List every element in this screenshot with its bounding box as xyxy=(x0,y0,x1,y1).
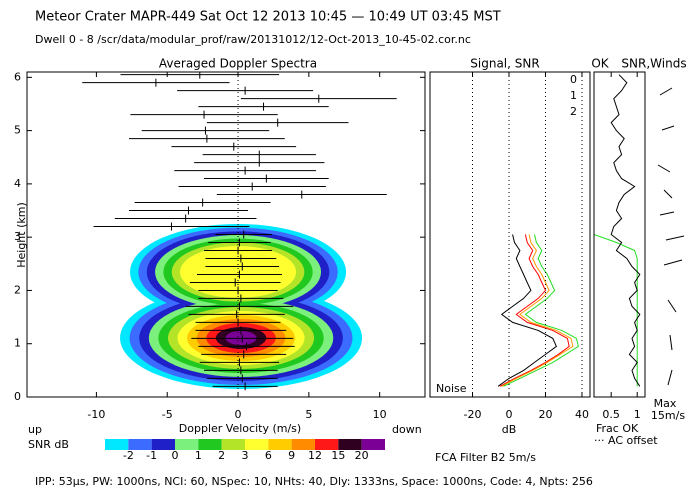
params: IPP: 53μs, PW: 1000ns, NCI: 60, NSpec: 1… xyxy=(35,475,593,488)
panel-title: OK xyxy=(591,57,609,71)
x-tick-label: 1 xyxy=(634,408,641,421)
colorbar-swatch xyxy=(221,439,245,450)
colorbar-label: 20 xyxy=(355,449,369,462)
profile-line xyxy=(503,234,579,387)
colorbar-swatch xyxy=(315,439,339,450)
max-value: 15m/s xyxy=(651,409,685,422)
colorbar-swatch xyxy=(291,439,315,450)
barb xyxy=(663,259,683,266)
panel-frame xyxy=(26,71,426,398)
note: ··· AC offset xyxy=(594,434,658,447)
subtitle: Dwell 0 - 8 /scr/data/modular_prof/raw/2… xyxy=(35,33,471,46)
title: Meteor Crater MAPR-449 Sat Oct 12 2013 1… xyxy=(35,10,501,25)
colorbar-swatch xyxy=(338,439,362,450)
profile-line xyxy=(610,74,641,387)
barb xyxy=(657,164,671,173)
barb xyxy=(659,211,675,216)
y-tick-label: 5 xyxy=(14,124,21,137)
colorbar-swatch xyxy=(361,439,385,450)
x-axis-label: dB xyxy=(502,423,517,436)
colorbar-label: 2 xyxy=(218,449,225,462)
y-tick-label: 3 xyxy=(14,230,21,243)
barb xyxy=(665,235,685,241)
legend-entry: 2 xyxy=(570,105,577,118)
x-tick-label: -20 xyxy=(464,408,482,421)
colorbar-label: 0 xyxy=(172,449,179,462)
x-tick-label: 0 xyxy=(235,408,242,421)
x-tick-label: -10 xyxy=(87,408,105,421)
y-tick-label: 1 xyxy=(14,337,21,350)
wind-barbs xyxy=(657,87,685,386)
panel-title: Averaged Doppler Spectra xyxy=(159,57,317,71)
y-tick-label: 2 xyxy=(14,283,21,296)
x-axis-label: Frac OK xyxy=(596,422,639,435)
x-tick-label: 40 xyxy=(575,408,589,421)
barb xyxy=(659,87,673,96)
plot-area xyxy=(594,74,641,387)
profile-line xyxy=(594,74,638,387)
x-tick-label: -5 xyxy=(162,408,173,421)
legend-entry: 0 xyxy=(570,73,577,86)
legend-entry: 1 xyxy=(570,89,577,102)
x-tick-label: 10 xyxy=(373,408,387,421)
y-tick-label: 6 xyxy=(14,70,21,83)
colorbar-label: 15 xyxy=(331,449,345,462)
colorbar-swatch xyxy=(268,439,292,450)
barb xyxy=(663,189,673,199)
panel-title: Signal, SNR xyxy=(470,57,539,71)
panel-frame xyxy=(593,71,646,398)
colorbar-label: 9 xyxy=(288,449,295,462)
profile-line xyxy=(497,234,558,387)
x-tick-label: 20 xyxy=(538,408,552,421)
max-label: Max xyxy=(654,397,677,410)
colorbar-swatch xyxy=(105,439,129,450)
up-label: up xyxy=(28,423,42,436)
x-axis-label: Doppler Velocity (m/s) xyxy=(179,422,301,435)
colorbar-swatch xyxy=(198,439,222,450)
colorbar-label: 12 xyxy=(308,449,322,462)
panel-title: SNR,Winds xyxy=(621,57,686,71)
plot-area xyxy=(82,72,397,397)
y-tick-label: 4 xyxy=(14,177,21,190)
colorbar-swatch xyxy=(245,439,269,450)
barb xyxy=(661,125,675,131)
down-label: down xyxy=(392,423,422,436)
barb xyxy=(667,299,677,313)
filter-label: FCA Filter B2 5m/s xyxy=(435,451,536,464)
y-axis-label: Height (km) xyxy=(15,202,28,268)
colorbar-label: 1 xyxy=(195,449,202,462)
colorbar-label: 6 xyxy=(265,449,272,462)
colorbar-label: SNR dB xyxy=(28,438,69,451)
barb xyxy=(667,369,673,386)
barb xyxy=(669,334,673,351)
colorbar-swatch xyxy=(175,439,199,450)
panel-frame xyxy=(429,71,591,398)
profile-line xyxy=(501,234,574,387)
colorbar-swatch xyxy=(151,439,175,450)
noise-label: Noise xyxy=(436,382,467,395)
x-tick-label: 0 xyxy=(505,408,512,421)
profile-line xyxy=(499,234,570,387)
colorbar-swatch xyxy=(128,439,152,450)
x-tick-label: 5 xyxy=(305,408,312,421)
plot-area xyxy=(497,234,579,387)
colorbar-label: 3 xyxy=(242,449,249,462)
colorbar-label: -2 xyxy=(123,449,134,462)
x-tick-label: 0.5 xyxy=(602,408,620,421)
colorbar-label: -1 xyxy=(146,449,157,462)
y-tick-label: 0 xyxy=(14,390,21,403)
